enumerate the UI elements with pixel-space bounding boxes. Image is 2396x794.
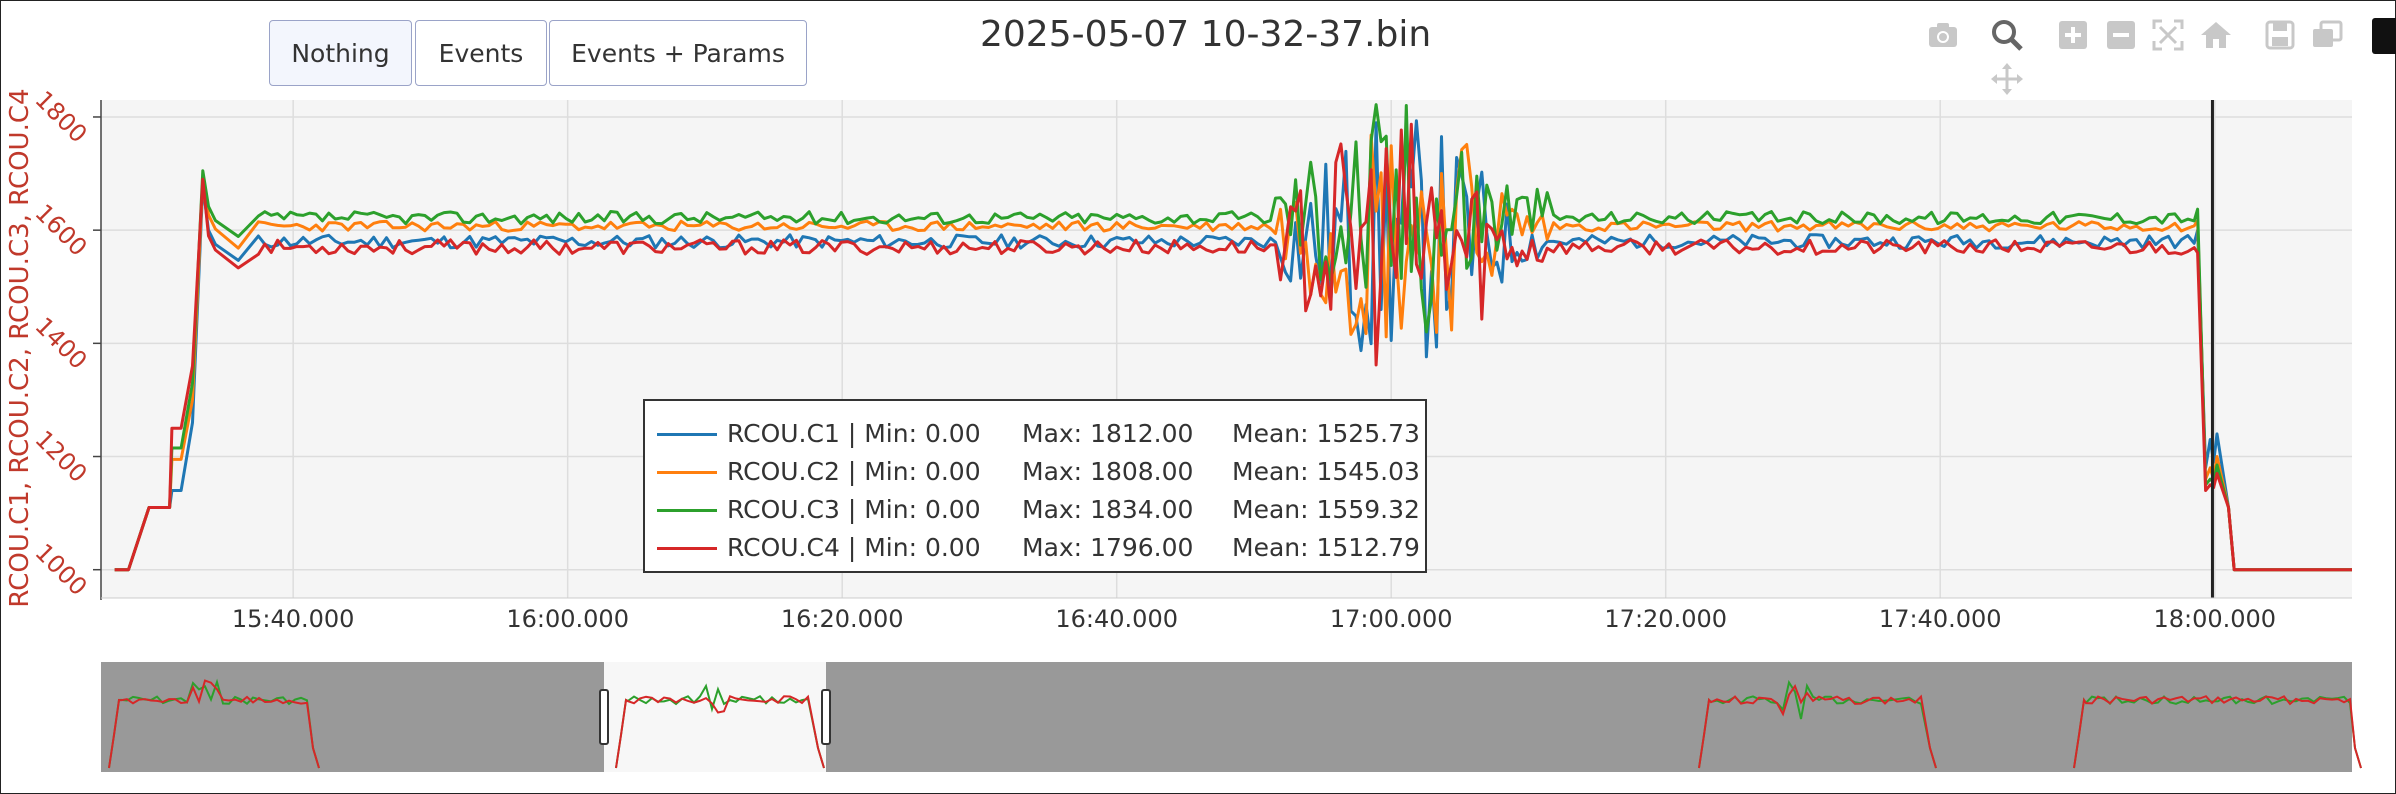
series-lines <box>114 103 2352 572</box>
legend-max: Max: 1796.00 <box>1022 533 1194 562</box>
range-slider[interactable] <box>101 662 2362 772</box>
legend-series-name: RCOU.C1 | Min: 0.00 <box>727 419 981 448</box>
range-slider-bg <box>101 662 2352 772</box>
y-tick-label: 1200 <box>30 425 93 488</box>
nothing-button[interactable]: Nothing <box>269 20 412 86</box>
y-tick-label: 1600 <box>30 199 93 262</box>
legend-mean: Mean: 1545.03 <box>1232 457 1420 486</box>
reset-axes-icon[interactable] <box>2199 18 2233 52</box>
legend-item[interactable]: RCOU.C3 | Min: 0.00 Max: 1834.00 Mean: 1… <box>645 491 1425 529</box>
x-tick-label: 17:40.000 <box>1879 605 2002 633</box>
legend-swatch <box>657 509 717 512</box>
range-slider-handle[interactable] <box>821 689 831 745</box>
legend-series-name: RCOU.C3 | Min: 0.00 <box>727 495 981 524</box>
x-tick-label: 17:20.000 <box>1604 605 1727 633</box>
series-line-rcou-c4 <box>114 122 2352 572</box>
y-tick-label: 1000 <box>30 538 93 601</box>
edge-icon <box>2372 18 2396 54</box>
y-tick-labels: 1000 1200 1400 1600 1800 <box>30 85 101 601</box>
zoom-out-icon[interactable] <box>2104 18 2138 52</box>
series-line-rcou-c3 <box>114 103 2352 572</box>
pan-icon[interactable] <box>1990 62 2024 96</box>
compare-icon[interactable] <box>2310 18 2344 52</box>
chart-title: 2025-05-07 10-32-37.bin <box>980 14 1432 55</box>
legend-max: Max: 1812.00 <box>1022 419 1194 448</box>
events-button[interactable]: Events <box>415 20 547 86</box>
legend-item[interactable]: RCOU.C2 | Min: 0.00 Max: 1808.00 Mean: 1… <box>645 453 1425 491</box>
y-tick-label: 1800 <box>30 85 93 148</box>
camera-icon[interactable] <box>1926 18 1960 52</box>
x-tick-label: 16:40.000 <box>1055 605 1178 633</box>
range-slider-thumbnail <box>2073 695 2362 769</box>
legend-mean: Mean: 1559.32 <box>1232 495 1420 524</box>
legend-swatch <box>657 471 717 474</box>
x-tick-label: 17:00.000 <box>1330 605 1453 633</box>
legend: RCOU.C1 | Min: 0.00 Max: 1812.00 Mean: 1… <box>643 399 1427 573</box>
legend-series-name: RCOU.C2 | Min: 0.00 <box>727 457 981 486</box>
range-slider-window[interactable] <box>604 662 826 772</box>
x-tick-label: 16:20.000 <box>781 605 904 633</box>
legend-series-name: RCOU.C4 | Min: 0.00 <box>727 533 981 562</box>
zoom-icon[interactable] <box>1990 18 2024 52</box>
x-tick-labels: 15:40.000 16:00.000 16:20.000 16:40.000 17:0… <box>232 605 2276 633</box>
legend-swatch <box>657 547 717 550</box>
autoscale-icon[interactable] <box>2151 18 2185 52</box>
legend-swatch <box>657 433 717 436</box>
legend-item[interactable]: RCOU.C1 | Min: 0.00 Max: 1812.00 Mean: 1… <box>645 415 1425 453</box>
legend-max: Max: 1808.00 <box>1022 457 1194 486</box>
range-slider-thumbnail <box>615 683 825 769</box>
series-line-rcou-c2 <box>114 133 2352 572</box>
range-slider-thumbnail <box>1698 679 1937 769</box>
x-tick-label: 16:00.000 <box>506 605 629 633</box>
zoom-in-icon[interactable] <box>2056 18 2090 52</box>
y-tick-label: 1400 <box>30 312 93 375</box>
range-slider-thumbnail <box>108 678 320 769</box>
events-params-button[interactable]: Events + Params <box>549 20 807 86</box>
x-tick-label: 18:00.000 <box>2153 605 2276 633</box>
y-axis-label: RCOU.C1, RCOU.C2, RCOU.C3, RCOU.C4 <box>5 88 35 607</box>
legend-item[interactable]: RCOU.C4 | Min: 0.00 Max: 1796.00 Mean: 1… <box>645 529 1425 567</box>
x-tick-label: 15:40.000 <box>232 605 355 633</box>
range-slider-handle[interactable] <box>599 689 609 745</box>
legend-mean: Mean: 1512.79 <box>1232 533 1420 562</box>
legend-mean: Mean: 1525.73 <box>1232 419 1420 448</box>
legend-max: Max: 1834.00 <box>1022 495 1194 524</box>
save-icon[interactable] <box>2263 18 2297 52</box>
